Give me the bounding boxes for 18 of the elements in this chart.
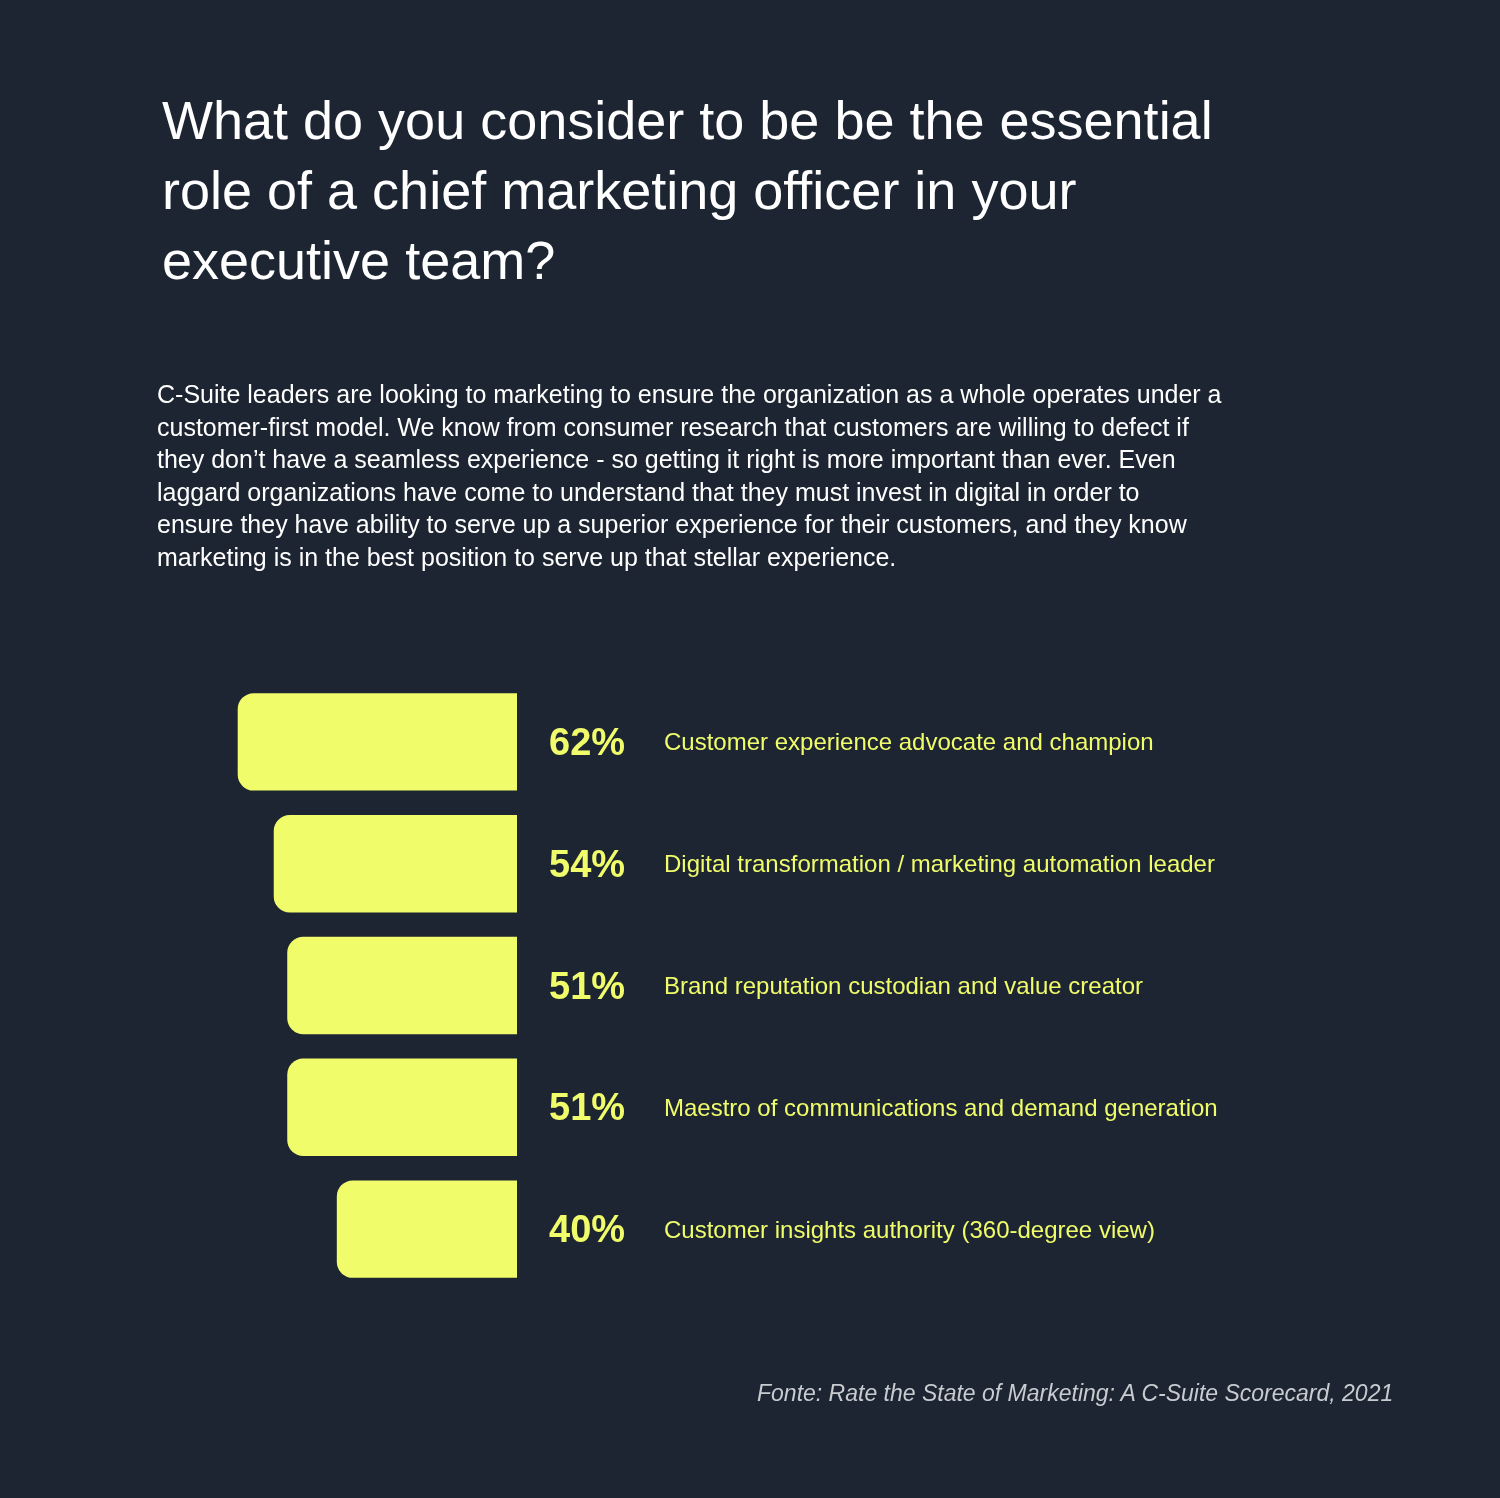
source-note: Fonte: Rate the State of Marketing: A C-Suite Scorecard, 2021 <box>757 1380 1394 1406</box>
y-tick-label: Digital transformation / marketing automation leader <box>664 850 1215 877</box>
y-tick-label: Customer insights authority (360-degree view) <box>664 1216 1155 1243</box>
data-label: 40% <box>549 1208 626 1250</box>
text: What do you consider to be be the essential role of a chief marketing officer in your executive team? <box>162 90 1213 291</box>
bar <box>336 1180 517 1278</box>
text: C-Suite leaders are looking to marketing to ensure the organization as a whole operates under a customer-first model. We know from consumer research that customers are willing to defect if they don’t have a seamless experience - so getting it right is more important than ever. Even laggard organizations have come to understand that they must invest in digital in order to ensure they have ability to serve up a superior experience for their customers, and they know marketing is in the best position to serve up that stellar experience. <box>157 380 1222 571</box>
bar <box>287 1058 517 1157</box>
y-tick-label: Maestro of communications and demand generation <box>664 1094 1218 1121</box>
y-tick-label: Brand reputation custodian and value creator <box>664 972 1143 999</box>
data-label: 51% <box>549 965 626 1007</box>
bar <box>237 693 517 791</box>
data-label: 54% <box>549 843 626 885</box>
data-label: 62% <box>549 721 626 763</box>
bar <box>287 936 517 1035</box>
data-label: 51% <box>549 1086 626 1128</box>
bar <box>273 814 517 913</box>
y-tick-label: Customer experience advocate and champion <box>664 728 1154 755</box>
